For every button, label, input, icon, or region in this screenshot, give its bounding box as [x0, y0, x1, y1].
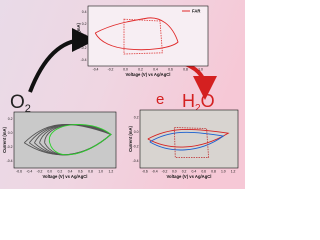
curve [49, 124, 112, 156]
panels: -0.4 -0.2 0.0 0.2 0.4 0.6 0.8 1.00.40.20.0-0.2-… [2, 5, 239, 179]
y-axis-label: Current (mA) [128, 125, 133, 151]
y-tick-label: 0.2 [82, 22, 87, 26]
x-tick-label: -0.6 [16, 170, 22, 174]
y-axis-label: Current (mA) [76, 22, 81, 48]
x-axis-label: Voltage (V) vs Ag/AgCl [43, 174, 88, 179]
x-tick-label: -0.6 [142, 170, 148, 174]
x-tick-label: -0.4 [93, 68, 99, 72]
plot-area [13, 111, 117, 169]
x-tick-label: 0.4 [68, 170, 73, 174]
y-tick-label: 0.0 [134, 130, 139, 134]
y-tick-label: 0.2 [8, 117, 13, 121]
x-tick-label: 1.0 [198, 68, 203, 72]
x-tick-label: 0.0 [47, 170, 52, 174]
y-tick-label: -0.2 [7, 145, 13, 149]
arrow [28, 28, 96, 93]
x-tick-label: -0.2 [108, 68, 114, 72]
curve [173, 126, 210, 159]
curve [94, 17, 179, 51]
product: H2O [182, 91, 215, 114]
product-symbol: H [182, 91, 195, 111]
x-axis-label: Voltage (V) vs Ag/AgCl [167, 174, 212, 179]
x-tick-label: 1.0 [98, 170, 103, 174]
reactant: O2 [10, 92, 31, 115]
y-axis-label: Current (mA) [2, 126, 7, 152]
curve [149, 131, 225, 151]
y-tick-label: -0.4 [133, 159, 139, 163]
x-axis-label: Voltage (V) vs Ag/AgCl [126, 72, 171, 77]
y-tick-label: -0.4 [81, 58, 87, 62]
x-tick-label: 1.2 [231, 170, 236, 174]
x-tick-label: -0.4 [26, 170, 32, 174]
y-tick-label: 0.4 [82, 10, 87, 14]
x-tick-label: 0.8 [183, 68, 188, 72]
x-tick-label: 0.6 [168, 68, 173, 72]
x-tick-label: -0.4 [152, 170, 158, 174]
y-tick-label: 0.0 [8, 131, 13, 135]
x-tick-label: 0.2 [138, 68, 143, 72]
x-tick-label: 0.6 [201, 170, 206, 174]
y-tick-label: -0.4 [7, 159, 13, 163]
product-symbol: O [201, 91, 215, 111]
y-tick-label: -0.2 [81, 46, 87, 50]
curve [123, 18, 163, 55]
x-tick-label: 1.2 [109, 170, 114, 174]
x-tick-label: 0.0 [172, 170, 177, 174]
x-tick-label: 0.4 [192, 170, 197, 174]
x-tick-label: 0.0 [123, 68, 128, 72]
y-tick-label: -0.2 [133, 144, 139, 148]
electron: e [156, 91, 164, 108]
x-tick-label: -0.2 [162, 170, 168, 174]
product-subscript: 2 [195, 103, 201, 114]
x-tick-label: 0.4 [153, 68, 158, 72]
x-tick-label: 0.2 [182, 170, 187, 174]
x-tick-label: 0.8 [88, 170, 93, 174]
plot-area [139, 109, 239, 169]
reactant-symbol: O [10, 92, 25, 113]
graphical-abstract: O2 H2O e -0.4 -0.2 0.0 0.2 0.4 0.6 0.8 1.00.40.… [0, 0, 245, 189]
y-tick-label: 0.0 [82, 34, 87, 38]
y-tick-label: 0.2 [134, 115, 139, 119]
plot-area [87, 5, 209, 67]
x-tick-label: 0.8 [211, 170, 216, 174]
x-tick-label: 0.6 [78, 170, 83, 174]
x-tick-label: -0.2 [37, 170, 43, 174]
x-tick-label: 1.0 [221, 170, 226, 174]
curve [147, 128, 230, 148]
reactant-subscript: 2 [25, 103, 31, 115]
legend-label: FAR [192, 9, 200, 14]
x-tick-label: 0.2 [58, 170, 63, 174]
